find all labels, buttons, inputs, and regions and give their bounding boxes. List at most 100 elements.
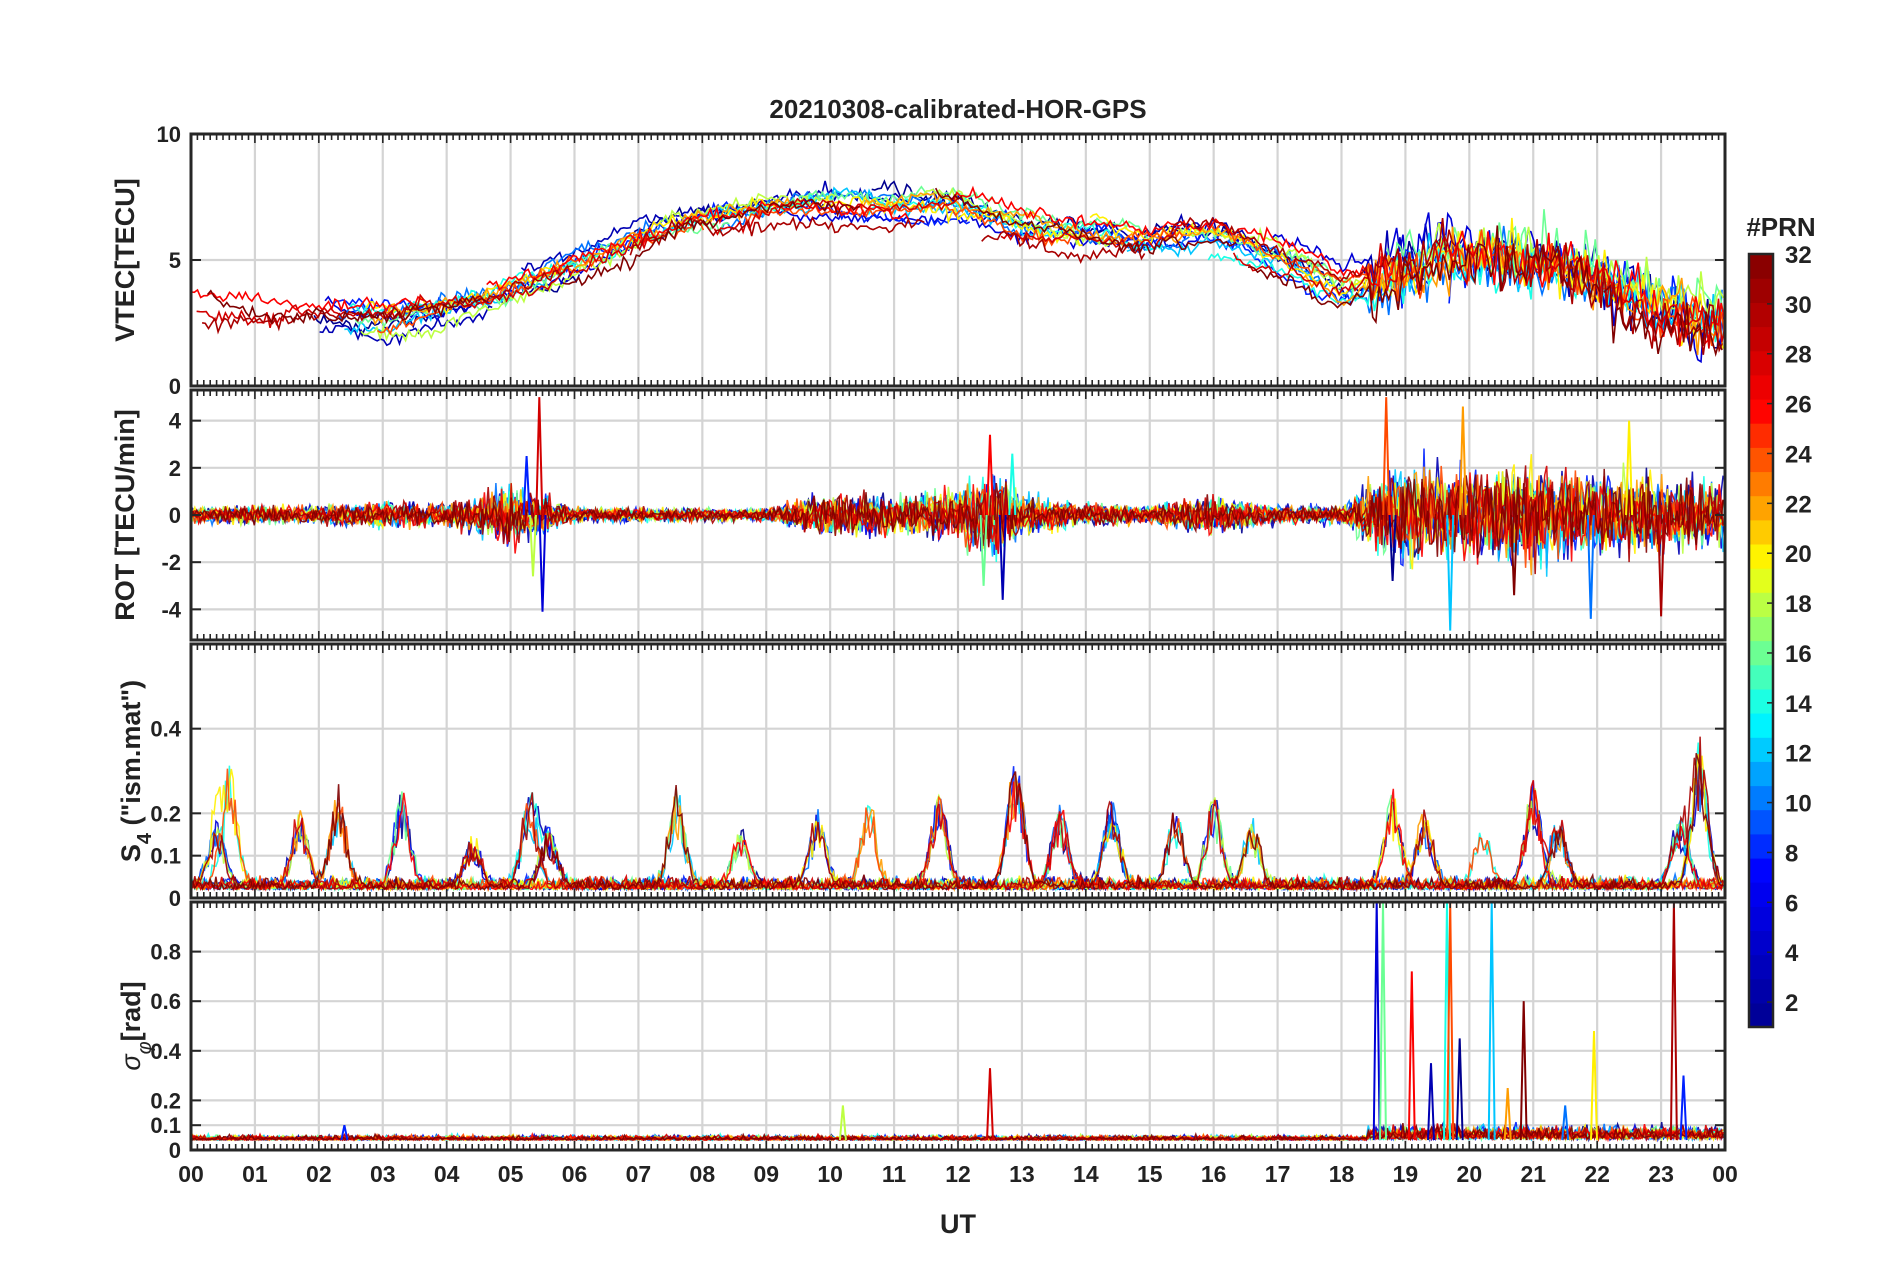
colorbar-segment: [1749, 278, 1773, 303]
colorbar-segment: [1749, 906, 1773, 931]
colorbar-segment: [1749, 761, 1773, 787]
y-tick-label: 4: [169, 409, 182, 434]
colorbar-segment: [1749, 447, 1773, 473]
y-axis-label-rest: [rad]: [116, 981, 146, 1041]
x-tick-label: 09: [753, 1161, 779, 1187]
colorbar-tick-label: 16: [1785, 641, 1812, 668]
y-tick-label: 5: [169, 248, 181, 273]
colorbar-segment: [1749, 1002, 1773, 1028]
spike-mark: [1372, 902, 1381, 1141]
x-tick-label: 01: [242, 1161, 268, 1187]
colorbar-tick-label: 26: [1785, 392, 1812, 419]
y-tick-label: 0.2: [150, 1088, 181, 1113]
colorbar-segment: [1749, 737, 1773, 762]
colorbar-tick-label: 10: [1785, 791, 1812, 818]
series-line-prn-32: [191, 1123, 1724, 1142]
x-tick-label: 14: [1073, 1161, 1099, 1187]
x-minor-ticks: [190, 134, 1726, 386]
y-tick-label: 0.8: [150, 940, 181, 965]
spike-mark: [535, 397, 544, 516]
spike-mark: [838, 1105, 847, 1141]
colorbar-tick-label: 28: [1785, 342, 1812, 369]
colorbar-segment: [1749, 254, 1773, 279]
y-axis-label-main: σ: [116, 1053, 146, 1071]
series-group: [191, 902, 1724, 1143]
y-axis-label: VTEC[TECU]: [110, 178, 140, 342]
colorbar-tick-label: 8: [1785, 840, 1798, 867]
panel-vtec: 0 5 10 VTEC[TECU]: [110, 122, 1727, 399]
spike-mark: [1446, 514, 1455, 631]
y-axis-label: S4 ("ism.mat"): [116, 680, 156, 862]
x-minor-ticks: [190, 644, 1726, 898]
series-line-prn-18: [360, 240, 643, 343]
x-tick-label: 02: [306, 1161, 332, 1187]
series-line-prn-28: [1529, 252, 1725, 349]
x-axis-label: UT: [940, 1209, 976, 1239]
spike-mark: [1519, 1001, 1528, 1141]
y-tick-label: 0: [169, 1138, 181, 1163]
x-tick-label: 00: [1712, 1161, 1738, 1187]
panel-sigma_phi: 00.10.2 0.4 0.6 0.8 σφ[rad] 00 01 02 03 04 05 06 07 0…: [116, 900, 1738, 1187]
x-tick-label: 08: [690, 1161, 716, 1187]
x-tick-label: 21: [1520, 1161, 1546, 1187]
x-tick-label: 22: [1584, 1161, 1610, 1187]
x-minor-ticks: [190, 902, 1726, 1150]
series-line-prn-28: [1232, 234, 1478, 299]
x-tick-label: 15: [1137, 1161, 1163, 1187]
x-tick-label: 07: [626, 1161, 652, 1187]
y-axis-label-rest: ("ism.mat"): [116, 680, 146, 833]
x-tick-label: 16: [1201, 1161, 1227, 1187]
spike-mark: [1561, 1105, 1570, 1141]
series-line-prn-20: [813, 194, 1083, 247]
colorbar-segment: [1749, 954, 1773, 980]
colorbar-tick-label: 32: [1785, 242, 1812, 269]
x-tick-label: 10: [817, 1161, 843, 1187]
spike-mark: [1379, 902, 1387, 1141]
spike-mark: [979, 514, 988, 586]
colorbar-segment: [1749, 833, 1773, 859]
colorbar-segment: [1749, 495, 1773, 521]
colorbar-label: #PRN: [1746, 212, 1815, 242]
spike-mark: [1458, 406, 1467, 516]
series-group: [191, 397, 1724, 631]
panel-rot: -4 -2 0 2 4 ROT [TECU/min]: [110, 388, 1727, 642]
spike-mark: [1586, 514, 1595, 619]
spike-mark: [538, 514, 547, 612]
colorbar-segment: [1749, 302, 1773, 328]
series-line-prn-24: [1211, 223, 1424, 302]
y-axis-label-sub: φ: [134, 1041, 156, 1054]
colorbar-segment: [1749, 350, 1773, 376]
spike-mark: [998, 514, 1007, 600]
x-tick-label: 04: [434, 1161, 460, 1187]
series-line-prn-30: [191, 465, 1724, 575]
series-line-prn-5: [774, 208, 1038, 246]
colorbar-tick-label: 12: [1785, 741, 1812, 768]
spike-mark: [1407, 971, 1416, 1141]
spike-mark: [1510, 514, 1519, 596]
x-tick-label: 11: [882, 1161, 907, 1187]
y-tick-label: 0: [169, 374, 181, 399]
spike-mark: [986, 434, 994, 516]
x-minor-ticks: [190, 390, 1726, 640]
spike-mark: [1657, 514, 1666, 617]
series-line-prn-32: [562, 198, 861, 287]
colorbar-segment: [1749, 543, 1773, 569]
x-tick-label: 13: [1009, 1161, 1035, 1187]
series-group: [191, 736, 1724, 893]
series-line-prn-26: [486, 199, 910, 292]
series-line-prn-32: [1603, 283, 1723, 358]
colorbar-segment: [1749, 568, 1773, 593]
series-line-prn-32: [1247, 225, 1601, 325]
x-tick-label: 03: [370, 1161, 396, 1187]
series-line-prn-32: [934, 187, 1237, 255]
colorbar-segment: [1749, 809, 1773, 835]
x-tick-label: 18: [1329, 1161, 1355, 1187]
series-line-prn-32: [191, 468, 1724, 560]
colorbar-tick-label: 20: [1785, 541, 1812, 568]
colorbar-tick-label: 18: [1785, 591, 1812, 618]
spike-mark: [1455, 1038, 1464, 1141]
colorbar-segment: [1749, 688, 1773, 714]
y-tick-label: 0.2: [150, 801, 181, 826]
colorbar-segment: [1749, 882, 1773, 907]
